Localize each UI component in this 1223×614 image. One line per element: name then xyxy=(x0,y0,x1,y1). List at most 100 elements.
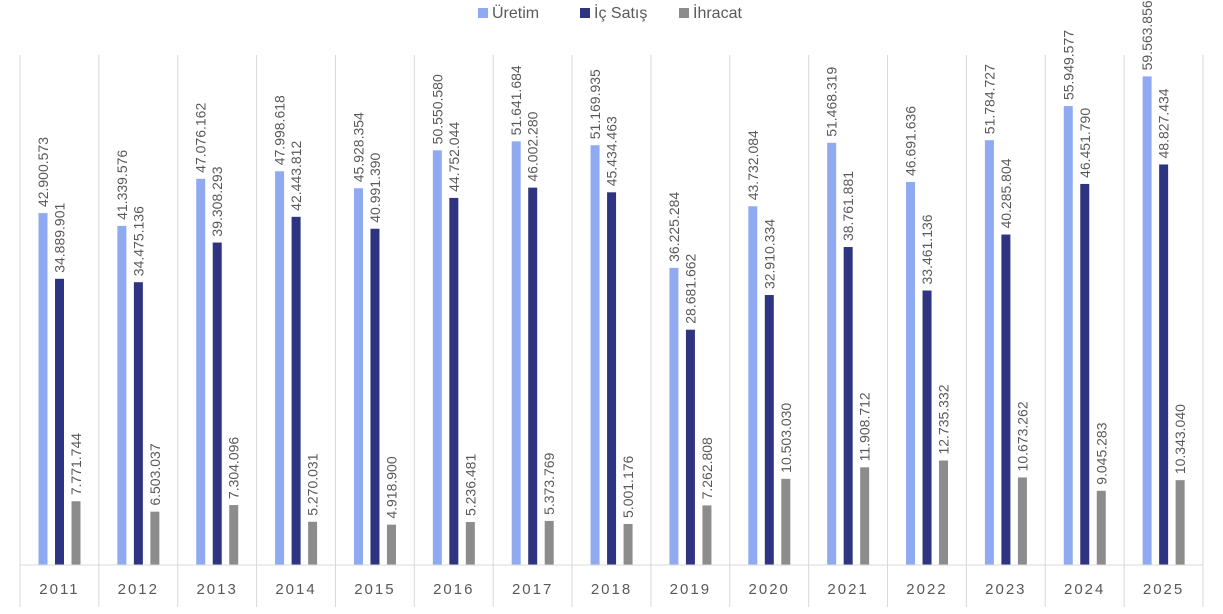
data-label-retim-2011: 42.900.573 xyxy=(35,137,51,207)
bar-i-sat-2021 xyxy=(843,247,853,566)
bar-i-sat-2025 xyxy=(1159,164,1169,565)
bar-i-sat-2020 xyxy=(764,295,774,565)
data-label-i-sat-2015: 40.991.390 xyxy=(367,152,383,222)
data-label-i-hracat-2015: 4.918.900 xyxy=(383,456,399,518)
data-labels: 42.900.57334.889.9017.771.74441.339.5763… xyxy=(35,0,1188,519)
data-label-i-sat-2012: 34.475.136 xyxy=(130,206,146,276)
bar-i-sat-2022 xyxy=(922,290,932,565)
bar-i-sat-2015 xyxy=(370,228,380,566)
data-label-i-hracat-2011: 7.771.744 xyxy=(68,433,84,495)
bar-retim-2019 xyxy=(669,267,679,565)
legend-label-i-sat: İç Satış xyxy=(594,3,647,22)
legend-swatch-retim xyxy=(478,8,488,18)
data-label-i-hracat-2012: 6.503.037 xyxy=(147,443,163,505)
data-label-i-sat-2024: 46.451.790 xyxy=(1077,108,1093,178)
bar-i-hracat-2015 xyxy=(386,524,396,565)
bar-retim-2013 xyxy=(196,178,206,565)
data-label-retim-2021: 51.468.319 xyxy=(824,67,840,137)
data-label-i-hracat-2021: 11.908.712 xyxy=(857,392,873,461)
bar-i-hracat-2018 xyxy=(623,523,633,565)
data-label-i-hracat-2019: 7.262.808 xyxy=(699,437,715,499)
bar-i-sat-2012 xyxy=(133,282,143,565)
data-label-retim-2024: 55.949.577 xyxy=(1060,30,1076,100)
x-tick-2024: 2024 xyxy=(1064,581,1105,598)
x-tick-2016: 2016 xyxy=(433,581,474,598)
x-tick-2018: 2018 xyxy=(591,581,632,598)
data-label-retim-2015: 45.928.354 xyxy=(350,112,366,182)
data-label-retim-2017: 51.641.684 xyxy=(508,65,524,135)
bar-i-hracat-2012 xyxy=(150,511,160,565)
data-label-retim-2013: 47.076.162 xyxy=(193,103,209,173)
bar-i-hracat-2025 xyxy=(1175,480,1185,565)
data-label-i-hracat-2017: 5.373.769 xyxy=(541,452,557,514)
bar-i-sat-2024 xyxy=(1080,183,1090,565)
data-label-retim-2016: 50.550.580 xyxy=(429,74,445,144)
data-label-i-sat-2019: 28.681.662 xyxy=(682,253,698,323)
data-label-i-sat-2020: 32.910.334 xyxy=(761,219,777,289)
bar-i-hracat-2017 xyxy=(544,520,554,565)
bar-i-sat-2013 xyxy=(212,242,222,565)
x-tick-labels: 2011 2012 2013 2014 2015 2016 2017 2018 2019 2020… xyxy=(39,581,1184,598)
data-label-retim-2012: 41.339.576 xyxy=(114,150,130,220)
bar-i-hracat-2013 xyxy=(229,505,239,565)
bar-i-hracat-2024 xyxy=(1096,490,1106,565)
data-label-i-hracat-2014: 5.270.031 xyxy=(305,453,321,515)
bar-retim-2018 xyxy=(590,145,600,565)
x-tick-2013: 2013 xyxy=(196,581,237,598)
bar-i-sat-2014 xyxy=(291,216,301,565)
legend-label-retim: Üretim xyxy=(492,4,539,22)
data-label-retim-2020: 43.732.084 xyxy=(745,130,761,200)
data-label-retim-2025: 59.563.856 xyxy=(1139,0,1155,70)
data-label-retim-2019: 36.225.284 xyxy=(666,192,682,262)
x-tick-2021: 2021 xyxy=(827,581,868,598)
data-label-i-sat-2011: 34.889.901 xyxy=(52,203,68,273)
bar-i-sat-2023 xyxy=(1001,234,1011,565)
bar-retim-2022 xyxy=(906,181,916,565)
data-label-i-sat-2022: 33.461.136 xyxy=(919,214,935,284)
x-tick-2025: 2025 xyxy=(1143,581,1184,598)
data-label-i-sat-2016: 44.752.044 xyxy=(446,122,462,192)
legend-label-i-hracat: İhracat xyxy=(693,3,742,22)
x-tick-2023: 2023 xyxy=(985,581,1026,598)
x-tick-2011: 2011 xyxy=(39,581,79,598)
bar-i-sat-2011 xyxy=(55,278,64,565)
bar-i-hracat-2014 xyxy=(308,521,318,565)
x-tick-2020: 2020 xyxy=(749,581,790,598)
bar-retim-2015 xyxy=(353,188,363,566)
bar-i-hracat-2011 xyxy=(71,501,81,565)
x-tick-2022: 2022 xyxy=(906,581,947,598)
data-label-retim-2022: 46.691.636 xyxy=(903,106,919,176)
data-label-i-sat-2014: 42.443.812 xyxy=(288,141,304,211)
data-label-retim-2023: 51.784.727 xyxy=(981,64,997,134)
bar-retim-2024 xyxy=(1063,106,1073,565)
data-label-i-sat-2018: 45.434.463 xyxy=(604,116,620,186)
bar-retim-2014 xyxy=(275,171,285,565)
x-tick-2015: 2015 xyxy=(354,581,395,598)
legend-swatch-i-sat xyxy=(580,8,590,18)
data-label-i-hracat-2013: 7.304.096 xyxy=(226,437,242,499)
bar-i-hracat-2021 xyxy=(860,467,870,565)
category-separators xyxy=(19,55,1204,607)
x-tick-2014: 2014 xyxy=(275,581,316,598)
bar-i-hracat-2020 xyxy=(781,478,791,565)
legend-swatch-i-hracat xyxy=(679,8,689,18)
bar-i-sat-2018 xyxy=(607,192,617,566)
data-label-i-sat-2021: 38.761.881 xyxy=(840,171,856,241)
x-tick-2012: 2012 xyxy=(118,581,159,598)
data-label-i-sat-2025: 48.827.434 xyxy=(1156,88,1172,158)
legend: Üretim İç Satış İhracat xyxy=(478,3,742,22)
data-label-i-hracat-2020: 10.503.030 xyxy=(778,403,794,473)
bar-i-sat-2016 xyxy=(449,197,459,566)
data-label-retim-2014: 47.998.618 xyxy=(272,95,288,165)
data-label-i-hracat-2025: 10.343.040 xyxy=(1172,404,1188,474)
bar-retim-2021 xyxy=(827,142,837,565)
bar-retim-2016 xyxy=(432,150,442,565)
bar-i-sat-2019 xyxy=(685,329,695,565)
data-label-i-sat-2023: 40.285.804 xyxy=(998,158,1014,228)
bar-retim-2012 xyxy=(117,225,127,565)
bar-retim-2025 xyxy=(1142,76,1152,565)
data-label-i-sat-2013: 39.308.293 xyxy=(209,166,225,236)
data-label-i-hracat-2018: 5.001.176 xyxy=(620,455,636,517)
data-label-i-hracat-2024: 9.045.283 xyxy=(1093,422,1109,484)
